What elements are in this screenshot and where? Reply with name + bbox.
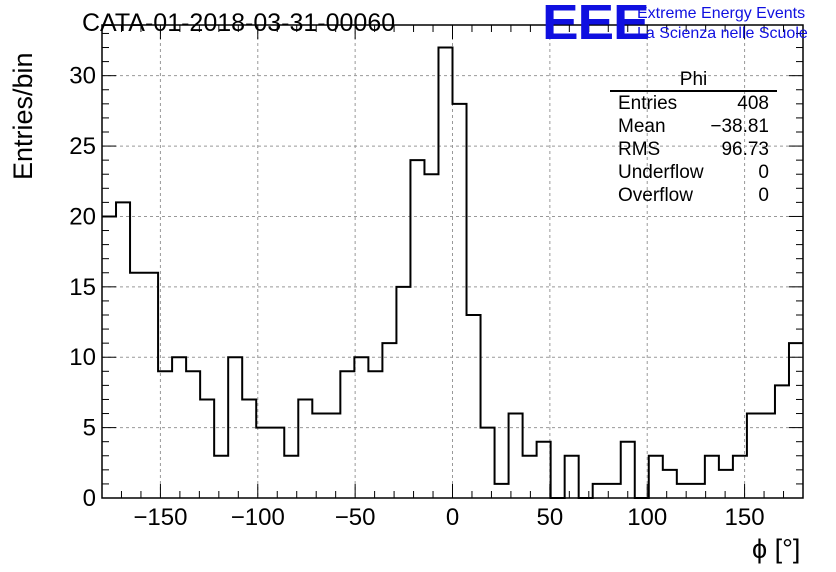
eee-logo: EEE [542,0,650,50]
stats-row-underflow: Underflow 0 [610,161,777,184]
stats-label: Underflow [618,162,704,183]
stats-label: Entries [618,93,678,114]
logo-line-2: La Scienza nelle Scuole [637,25,808,42]
stats-label: RMS [618,139,661,160]
stats-value: 0 [758,162,769,183]
x-tick-label: 50 [537,504,564,531]
stats-row-rms: RMS 96.73 [610,138,777,161]
stats-value: 0 [758,185,769,206]
x-tick-label: −100 [231,504,285,531]
chart-title: CATA-01-2018-03-31-00060 [82,9,396,37]
logo-line-1: Extreme Energy Events [637,5,806,22]
stats-value: 96.73 [721,139,769,160]
stats-title: Phi [610,70,777,92]
stats-box: Phi Entries 408 Mean −38.81 RMS 96.73 Un… [610,70,777,207]
y-tick-label: 10 [69,344,96,371]
stats-row-entries: Entries 408 [610,92,777,115]
stats-row-mean: Mean −38.81 [610,115,777,138]
y-axis-label: Entries/bin [8,52,38,180]
x-tick-label: −50 [335,504,376,531]
stats-value: 408 [737,93,769,114]
y-tick-label: 20 [69,203,96,230]
x-tick-label: 0 [446,504,459,531]
stats-value: −38.81 [710,116,769,137]
y-tick-label: 0 [83,485,96,512]
x-tick-label: 100 [627,504,667,531]
x-axis-label: ϕ [°] [752,534,801,564]
x-tick-label: 150 [725,504,765,531]
logo-caption: Extreme Energy Events La Scienza nelle S… [637,4,808,44]
stats-row-overflow: Overflow 0 [610,184,777,207]
y-tick-label: 30 [69,63,96,90]
stats-label: Mean [618,116,666,137]
stats-label: Overflow [618,185,693,206]
x-tick-label: −150 [133,504,187,531]
y-tick-label: 5 [83,415,96,442]
y-tick-label: 15 [69,274,96,301]
histogram-line [102,46,803,499]
y-tick-label: 25 [69,133,96,160]
